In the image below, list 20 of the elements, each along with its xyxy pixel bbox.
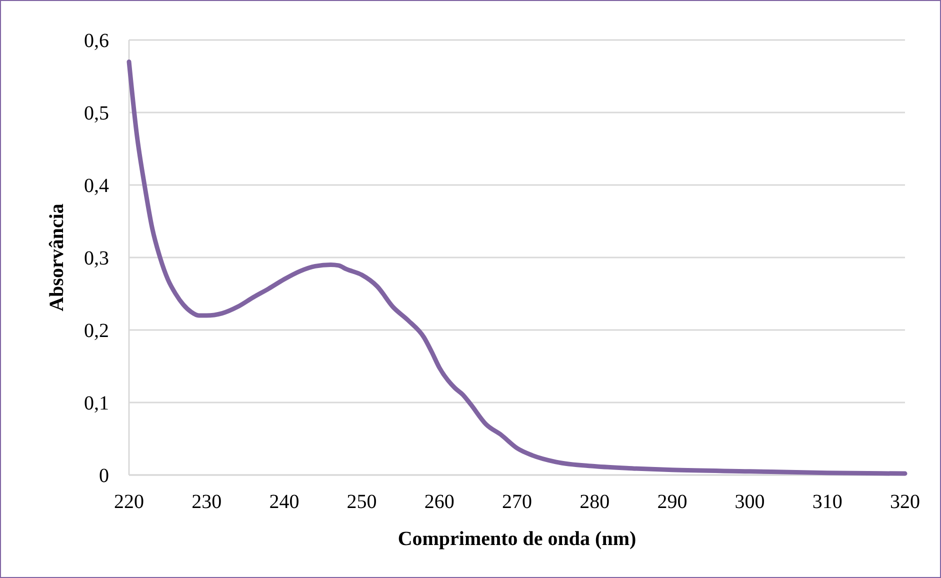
x-tick-label: 220 — [114, 491, 144, 513]
x-tick-label: 260 — [424, 491, 454, 513]
x-tick-label: 310 — [812, 491, 842, 513]
y-tick-label: 0,1 — [84, 392, 109, 414]
x-tick-label: 270 — [502, 491, 532, 513]
y-axis-title: Absorvância — [46, 204, 68, 312]
x-tick-label: 300 — [734, 491, 765, 513]
x-tick-label: 280 — [580, 491, 610, 513]
x-tick-label: 250 — [346, 491, 377, 513]
y-tick-label: 0,4 — [84, 175, 109, 197]
y-tick-label: 0 — [99, 465, 109, 487]
y-tick-label: 0,5 — [84, 102, 109, 124]
x-tick-label: 320 — [890, 491, 920, 513]
x-tick-label: 230 — [192, 491, 222, 513]
x-axis-title: Comprimento de onda (nm) — [398, 528, 636, 550]
x-tick-label: 240 — [269, 491, 300, 513]
y-tick-label: 0,3 — [84, 248, 109, 270]
y-tick-label: 0,2 — [84, 320, 109, 342]
x-tick-label: 290 — [657, 491, 688, 513]
y-tick-label: 0,6 — [84, 30, 109, 52]
